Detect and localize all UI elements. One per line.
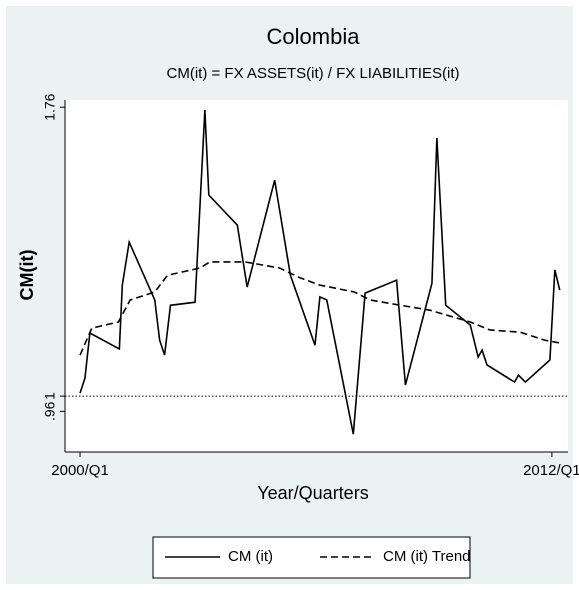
y-axis-label: CM(it) [17, 250, 37, 301]
y-tick-label: .96 [42, 401, 58, 421]
series-line [79, 261, 562, 356]
x-tick-label: 2000/Q1 [51, 462, 109, 479]
legend-label: CM (it) [228, 548, 273, 565]
y-tick-label: 1 [42, 392, 58, 400]
x-axis-label: Year/Quarters [257, 483, 368, 503]
y-tick-label: 1.76 [42, 93, 58, 120]
x-tick-label: 2012/Q1 [523, 462, 579, 479]
chart-title: Colombia [267, 24, 361, 49]
chart-subtitle: CM(it) = FX ASSETS(it) / FX LIABILITIES(… [167, 65, 460, 82]
series-line [79, 109, 561, 435]
legend-label: CM (it) Trend [383, 548, 471, 565]
plot-area [65, 100, 568, 452]
